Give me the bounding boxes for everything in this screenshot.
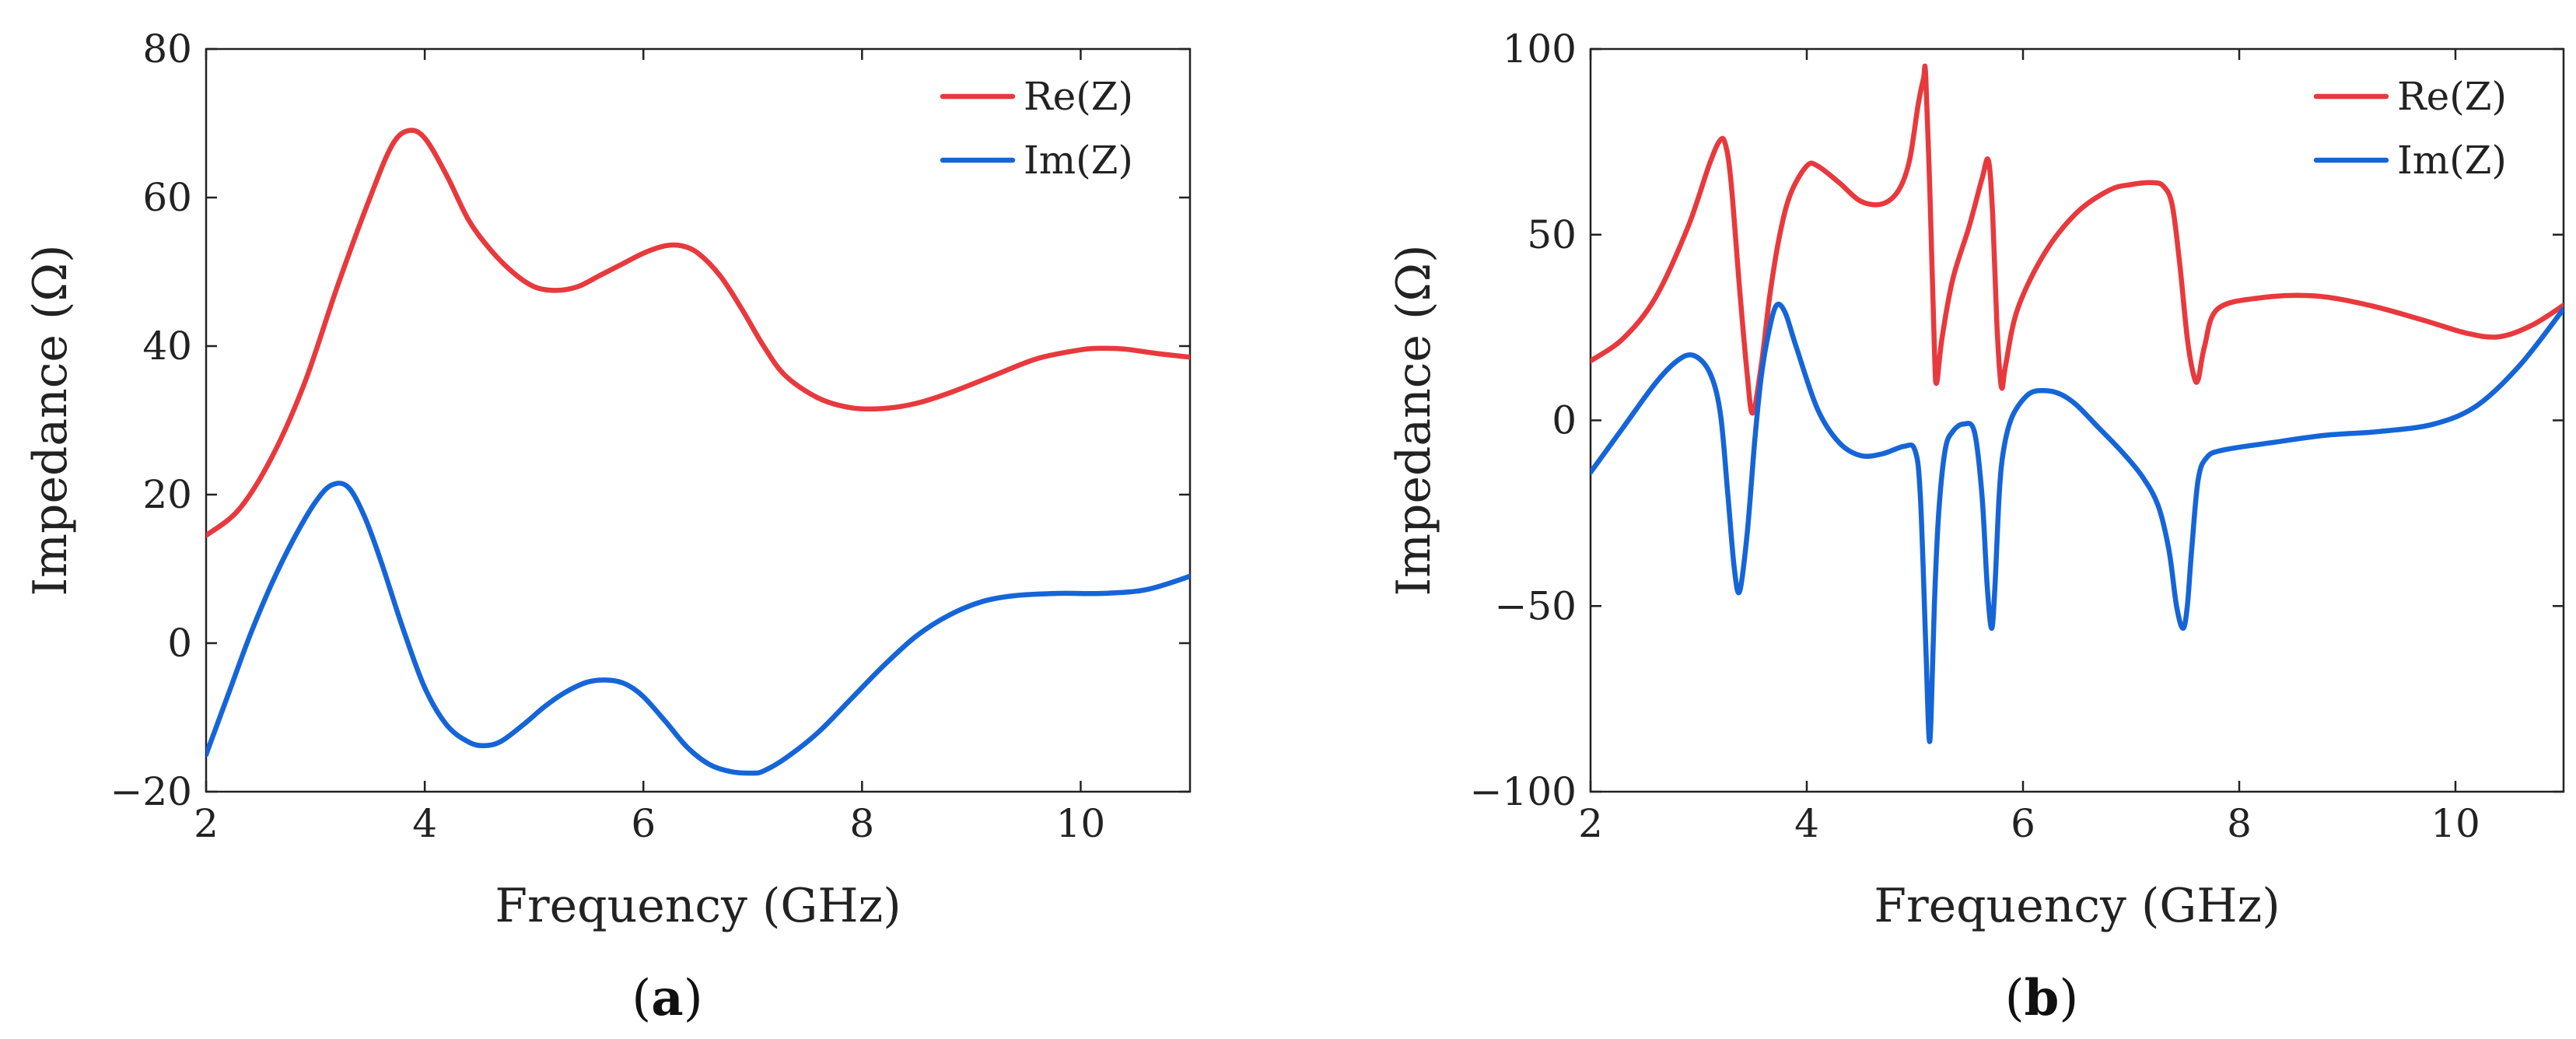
y-axis-label: Impedance (Ω) xyxy=(1387,244,1441,596)
series-group xyxy=(1591,63,2564,744)
panel-caption: (b) xyxy=(2005,969,2079,1027)
y-tick-label: 40 xyxy=(142,324,192,369)
legend-label-im: Im(Z) xyxy=(2397,138,2507,183)
y-tick-label: 50 xyxy=(1527,212,1577,257)
x-tick-label: 10 xyxy=(1056,801,1106,846)
y-tick-label: −100 xyxy=(1470,769,1577,814)
series-line-re xyxy=(206,128,1190,538)
series-line-re xyxy=(1591,63,2564,416)
x-tick-label: 10 xyxy=(2431,801,2480,846)
chart-panel-b: 2 4 6 8 10 −100 −50 0 50 100 Frequency (GHz) Impeda… xyxy=(1387,26,2565,1027)
caption-letter: b xyxy=(2025,969,2060,1027)
caption-open: ( xyxy=(2005,970,2025,1027)
plot-area-box xyxy=(205,47,1192,793)
legend-label-re: Re(Z) xyxy=(2397,74,2507,119)
chart-panel-a: 2 4 6 8 10 −20 0 20 40 60 80 Frequency (GHz) Impedan… xyxy=(23,26,1192,1027)
y-tick-label: −20 xyxy=(110,769,192,814)
y-tick-label: 60 xyxy=(142,175,192,220)
panel-caption: (a) xyxy=(632,969,702,1027)
legend: Re(Z) Im(Z) xyxy=(2313,74,2507,183)
y-tick-label: −50 xyxy=(1494,583,1577,628)
x-tick-label: 8 xyxy=(2227,801,2252,846)
x-tick-label: 6 xyxy=(631,801,656,846)
y-axis-label: Impedance (Ω) xyxy=(23,244,78,596)
x-tick-label: 4 xyxy=(1794,801,1819,846)
caption-close: ) xyxy=(2059,970,2078,1027)
legend-label-re: Re(Z) xyxy=(1024,74,1133,119)
x-axis-label: Frequency (GHz) xyxy=(495,879,901,933)
y-tick-label: 80 xyxy=(142,26,192,72)
x-tick-label: 2 xyxy=(1578,801,1603,846)
x-axis-label: Frequency (GHz) xyxy=(1874,879,2280,933)
caption-close: ) xyxy=(684,970,703,1027)
caption-letter: a xyxy=(651,969,683,1027)
series-line-im xyxy=(206,481,1190,776)
x-tick-label: 6 xyxy=(2011,801,2035,846)
series-group xyxy=(206,128,1190,776)
x-tick-label: 8 xyxy=(849,801,874,846)
x-tick-label: 4 xyxy=(412,801,437,846)
y-tick-label: 100 xyxy=(1503,26,1577,72)
series-line-im xyxy=(1591,301,2564,744)
y-tick-label: 20 xyxy=(142,472,192,517)
legend-label-im: Im(Z) xyxy=(1024,138,1133,183)
caption-open: ( xyxy=(632,970,651,1027)
y-tick-label: 0 xyxy=(167,621,192,666)
y-tick-label: 0 xyxy=(1552,398,1577,443)
x-tick-label: 2 xyxy=(194,801,219,846)
legend: Re(Z) Im(Z) xyxy=(940,74,1133,183)
